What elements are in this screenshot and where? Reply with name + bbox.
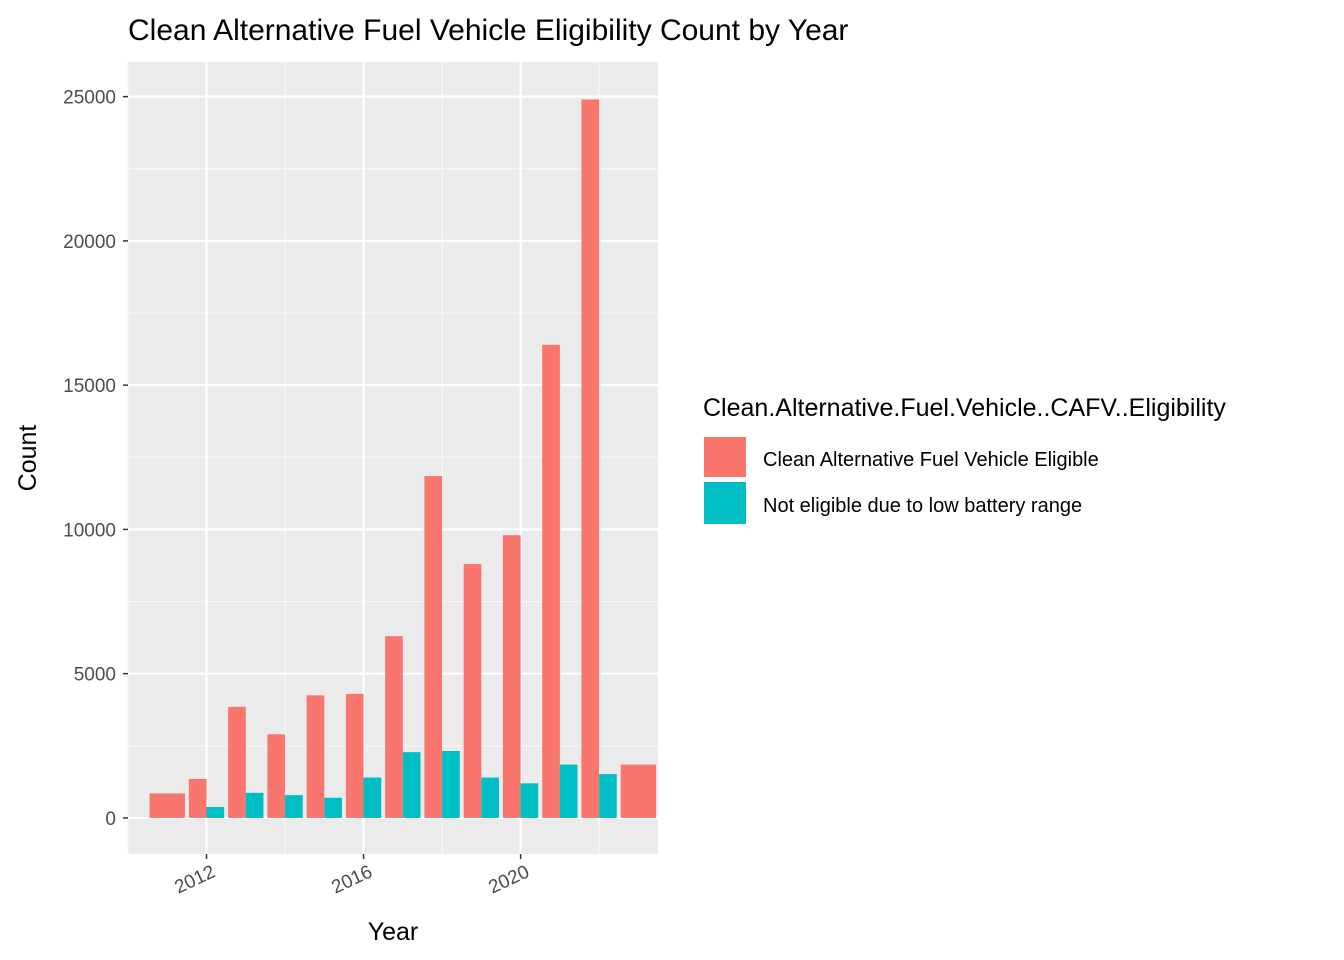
bar-not-eligible-2014: [285, 795, 303, 818]
y-tick-label: 20000: [63, 232, 116, 253]
legend: Clean.Alternative.Fuel.Vehicle..CAFV..El…: [703, 394, 1226, 524]
legend-title: Clean.Alternative.Fuel.Vehicle..CAFV..El…: [703, 394, 1226, 422]
bar-eligible-2021: [542, 344, 560, 818]
bar-eligible-2015: [306, 695, 325, 818]
bar-eligible-2012: [188, 778, 207, 818]
bar-not-eligible-2015: [324, 797, 342, 818]
x-axis-title: Year: [368, 918, 419, 946]
bar-not-eligible-2021: [559, 764, 578, 818]
chart-title: Clean Alternative Fuel Vehicle Eligibili…: [128, 14, 848, 47]
legend-label-not-eligible: Not eligible due to low battery range: [763, 495, 1082, 517]
y-tick-label: 10000: [63, 520, 116, 541]
x-tick-label: 2016: [328, 861, 375, 898]
bar-eligible-2022: [581, 99, 600, 818]
y-axis-ticks: 0 5000 10000 15000 20000 25000: [63, 88, 128, 830]
legend-key-eligible: [704, 437, 746, 477]
bar-not-eligible-2018: [442, 750, 460, 818]
bar-not-eligible-2022: [599, 774, 617, 818]
bar-eligible-2018: [424, 476, 443, 818]
bar-eligible-2013: [228, 706, 246, 818]
bar-eligible-2019: [463, 564, 482, 818]
bar-not-eligible-2013: [245, 792, 264, 818]
x-axis-ticks: 2012 2016 2020: [171, 854, 533, 898]
y-axis-title: Count: [14, 425, 42, 492]
y-tick-label: 5000: [74, 665, 116, 686]
y-tick-label: 25000: [63, 88, 116, 109]
bars: [149, 99, 657, 818]
legend-label-eligible: Clean Alternative Fuel Vehicle Eligible: [763, 449, 1099, 471]
y-tick-label: 0: [105, 809, 116, 830]
bar-eligible-2020: [502, 535, 521, 818]
bar-eligible-2011: [149, 793, 185, 818]
bar-not-eligible-2016: [363, 777, 382, 818]
bar-eligible-2016: [345, 693, 364, 818]
bar-eligible-2023: [620, 764, 657, 818]
bar-not-eligible-2017: [402, 752, 421, 818]
bar-not-eligible-2012: [206, 806, 225, 818]
x-tick-label: 2020: [486, 861, 533, 898]
bar-eligible-2014: [267, 734, 286, 818]
bar-not-eligible-2020: [520, 783, 539, 818]
bar-not-eligible-2019: [481, 777, 499, 818]
x-tick-label: 2012: [171, 861, 218, 898]
legend-key-not-eligible: [704, 482, 746, 524]
y-tick-label: 15000: [63, 376, 116, 397]
bar-eligible-2017: [385, 636, 403, 818]
